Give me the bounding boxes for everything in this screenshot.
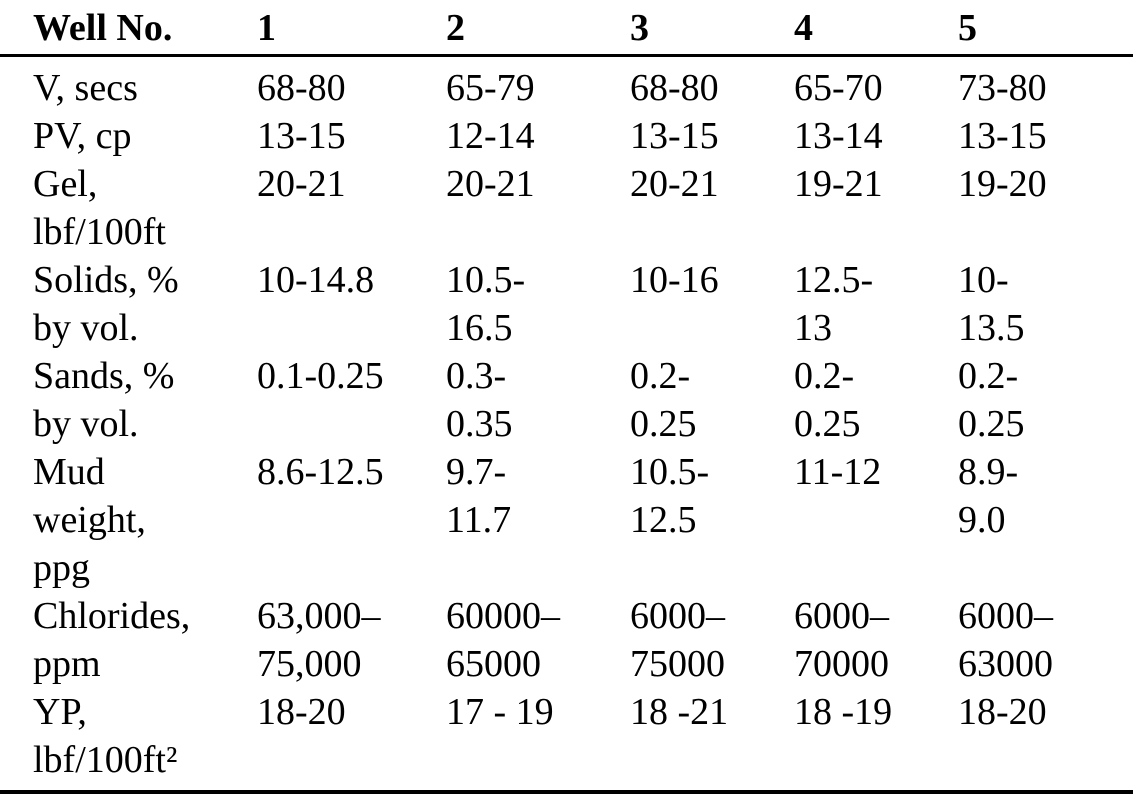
table-row-chlorides: Chlorides, ppm 63,000– 75,000 60000– 650… [0, 592, 1133, 688]
header-well-5: 5 [958, 0, 1133, 57]
table-row-yp: YP, lbf/100ft² 18-20 17 - 19 18 -21 18 -… [0, 688, 1133, 792]
row-label: YP, lbf/100ft² [33, 691, 178, 781]
table-row-sands: Sands, % by vol. 0.1-0.25 0.3- 0.35 0.2-… [0, 352, 1133, 448]
header-row: Well No. 1 2 3 4 5 [0, 0, 1133, 57]
table-cell: 68-80 [257, 67, 346, 109]
table-cell: 6000– 75000 [630, 595, 725, 685]
table-cell: 65-79 [446, 67, 535, 109]
table-row-viscosity: V, secs 68-80 65-79 68-80 65-70 73-80 [0, 56, 1133, 113]
table-row-pv: PV, cp 13-15 12-14 13-15 13-14 13-15 [0, 112, 1133, 160]
table-cell: 20-21 [630, 163, 719, 205]
table-row-gel: Gel, lbf/100ft 20-21 20-21 20-21 19-21 1… [0, 160, 1133, 256]
table-cell: 18 -19 [794, 691, 893, 733]
table-cell: 10-16 [630, 259, 719, 301]
header-well-3: 3 [630, 0, 794, 57]
row-label: Solids, % by vol. [33, 259, 179, 349]
row-label: Gel, lbf/100ft [33, 163, 166, 253]
table-cell: 68-80 [630, 67, 719, 109]
header-well-1: 1 [257, 0, 446, 57]
table-cell: 65-70 [794, 67, 883, 109]
table-cell: 73-80 [958, 67, 1047, 109]
table-cell: 13-15 [257, 115, 346, 157]
table-cell: 6000– 70000 [794, 595, 889, 685]
table-cell: 8.9- 9.0 [958, 451, 1019, 541]
table-cell: 10.5- 12.5 [630, 451, 710, 541]
table-cell: 10.5- 16.5 [446, 259, 526, 349]
table-cell: 18-20 [257, 691, 346, 733]
table-row-mud-weight: Mud weight, ppg 8.6-12.5 9.7- 11.7 10.5-… [0, 448, 1133, 592]
table-cell: 18 -21 [630, 691, 729, 733]
table-cell: 13-15 [958, 115, 1047, 157]
table-cell: 11-12 [794, 451, 882, 493]
header-well-2: 2 [446, 0, 630, 57]
table-cell: 19-20 [958, 163, 1047, 205]
table-cell: 13-14 [794, 115, 883, 157]
table-cell: 12-14 [446, 115, 535, 157]
table-cell: 63,000– 75,000 [257, 595, 381, 685]
table-cell: 12.5- 13 [794, 259, 874, 349]
header-well-4: 4 [794, 0, 958, 57]
row-label: V, secs [33, 67, 138, 109]
table-cell: 20-21 [257, 163, 346, 205]
table-cell: 0.1-0.25 [257, 355, 384, 397]
table-cell: 10-14.8 [257, 259, 375, 301]
row-label: Chlorides, ppm [33, 595, 191, 685]
table-cell: 9.7- 11.7 [446, 451, 512, 541]
table-cell: 60000– 65000 [446, 595, 560, 685]
table-body: V, secs 68-80 65-79 68-80 65-70 73-80 PV… [0, 56, 1133, 793]
table-cell: 0.2- 0.25 [794, 355, 861, 445]
table-cell: 10- 13.5 [958, 259, 1025, 349]
row-label: Sands, % by vol. [33, 355, 175, 445]
table-cell: 18-20 [958, 691, 1047, 733]
table-cell: 19-21 [794, 163, 883, 205]
table-cell: 0.2- 0.25 [630, 355, 697, 445]
table-cell: 13-15 [630, 115, 719, 157]
header-well-no: Well No. [0, 0, 257, 57]
table-cell: 17 - 19 [446, 691, 554, 733]
row-label: Mud weight, ppg [33, 451, 146, 589]
row-label: PV, cp [33, 115, 132, 157]
table-cell: 8.6-12.5 [257, 451, 384, 493]
table-row-solids: Solids, % by vol. 10-14.8 10.5- 16.5 10-… [0, 256, 1133, 352]
table-cell: 6000– 63000 [958, 595, 1053, 685]
table-cell: 0.2- 0.25 [958, 355, 1025, 445]
table-cell: 20-21 [446, 163, 535, 205]
table-header: Well No. 1 2 3 4 5 [0, 0, 1133, 57]
table-cell: 0.3- 0.35 [446, 355, 513, 445]
